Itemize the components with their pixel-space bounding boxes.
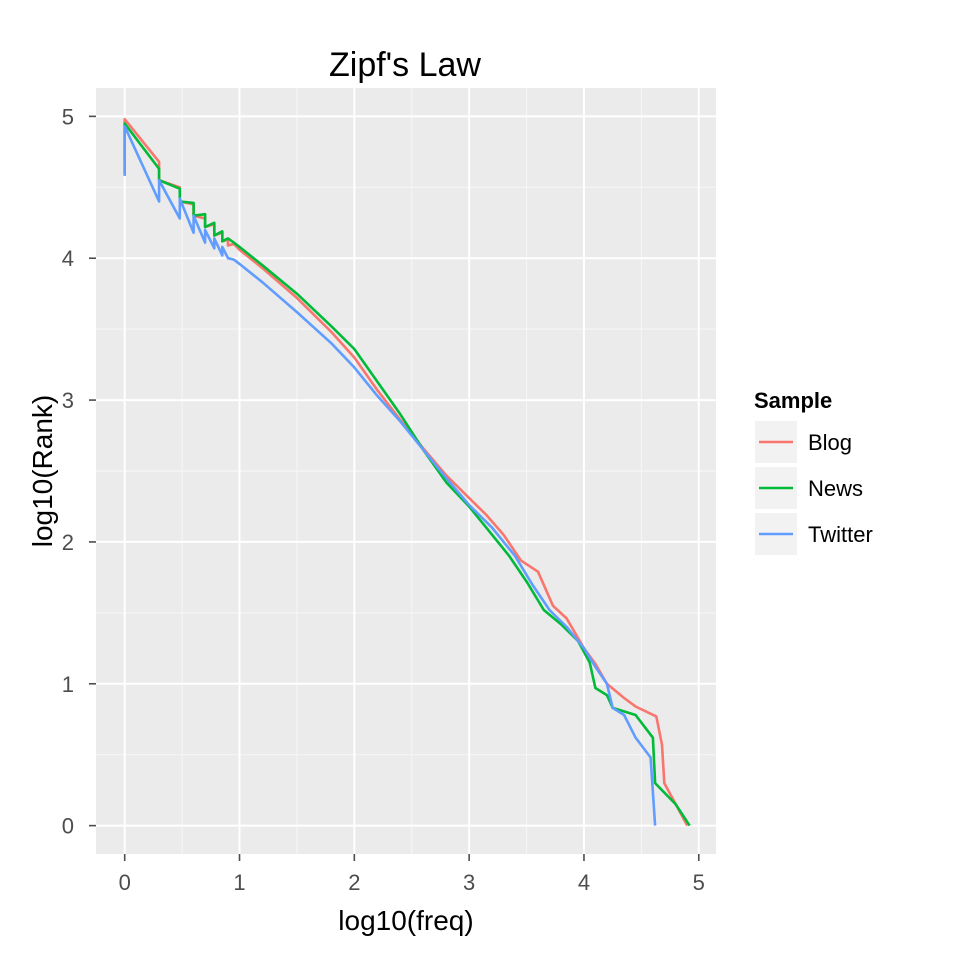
y-tick-label: 3 — [62, 388, 74, 413]
x-tick-label: 5 — [693, 870, 705, 895]
y-tick-label: 2 — [62, 530, 74, 555]
y-tick-label: 0 — [62, 814, 74, 839]
legend: Sample Blog News Twitter — [753, 388, 873, 557]
y-tick-label: 5 — [62, 104, 74, 129]
x-tick-label: 0 — [119, 870, 131, 895]
chart-title: Zipf's Law — [329, 46, 481, 84]
x-axis: 0 1 2 3 4 5 — [119, 854, 705, 895]
series-line-news — [123, 122, 691, 827]
series-lines — [123, 117, 691, 827]
x-tick-label: 2 — [348, 870, 360, 895]
x-tick-label: 1 — [233, 870, 245, 895]
x-axis-title: log10(freq) — [338, 905, 473, 936]
y-tick-label: 1 — [62, 672, 74, 697]
y-axis: 0 1 2 3 4 5 — [62, 104, 96, 839]
legend-title: Sample — [754, 388, 832, 413]
x-tick-label: 3 — [463, 870, 475, 895]
legend-label-twitter: Twitter — [808, 522, 873, 547]
y-tick-label: 4 — [62, 246, 74, 271]
y-axis-title: log10(Rank) — [27, 395, 58, 548]
x-tick-label: 4 — [578, 870, 590, 895]
legend-label-news: News — [808, 476, 863, 501]
series-line-twitter — [123, 125, 657, 826]
grid-lines — [96, 88, 716, 854]
legend-label-blog: Blog — [808, 430, 852, 455]
